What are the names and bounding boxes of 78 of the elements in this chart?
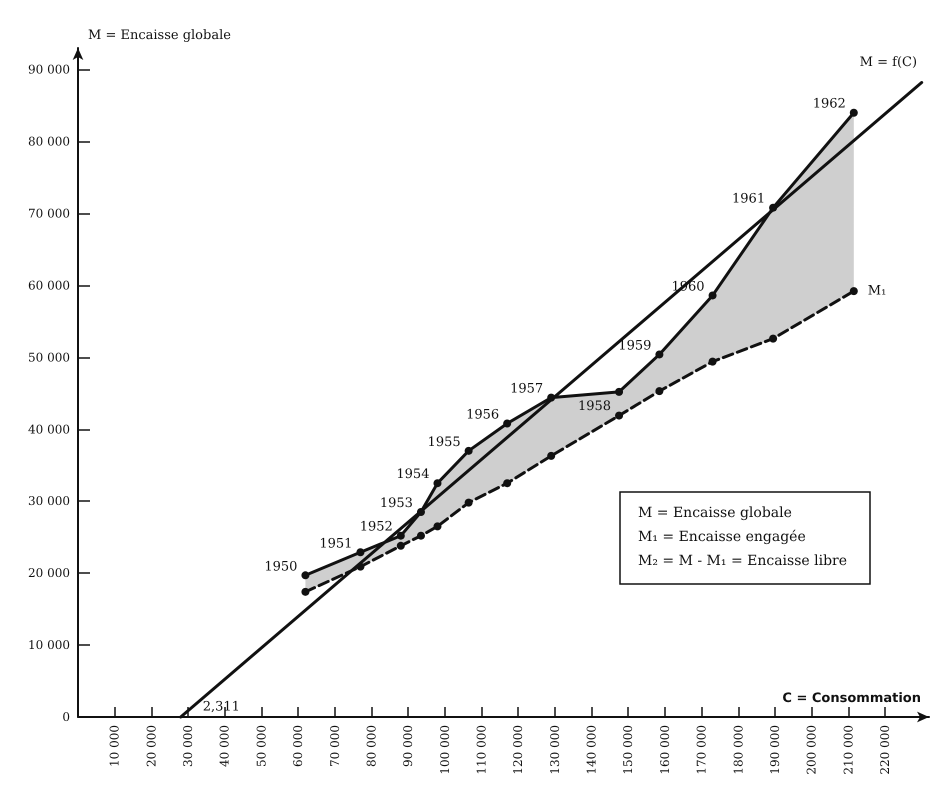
series-label: M₁ bbox=[868, 284, 886, 299]
point bbox=[503, 479, 512, 488]
point bbox=[433, 479, 442, 488]
x-tick-label: 50 000 bbox=[254, 725, 268, 767]
x-tick-label: 60 000 bbox=[291, 725, 306, 767]
annotation: 1961 bbox=[732, 192, 766, 207]
x-tick-label: 210 000 bbox=[841, 725, 856, 775]
point bbox=[615, 388, 624, 396]
annotation: M₂ = M - M₁ = Encaisse libre bbox=[638, 553, 848, 569]
annotation: 1956 bbox=[466, 408, 500, 423]
x-tick-label: 160 000 bbox=[658, 725, 672, 775]
x-tick-label: 100 000 bbox=[438, 725, 452, 775]
y-tick-label: 60 000 bbox=[28, 278, 70, 292]
x-tick-label: 40 000 bbox=[218, 725, 232, 767]
y-tick-label: 70 000 bbox=[28, 206, 70, 220]
annotation: 1959 bbox=[618, 338, 652, 354]
x-axis-title: C = Consommation bbox=[782, 691, 921, 706]
x-tick-label: 150 000 bbox=[621, 725, 636, 775]
x-tick-label: 140 000 bbox=[584, 725, 599, 775]
point bbox=[547, 394, 556, 402]
y-tick-label: 40 000 bbox=[28, 422, 70, 436]
x-tick-label: 220 000 bbox=[878, 725, 892, 775]
point bbox=[708, 291, 717, 300]
point bbox=[356, 562, 364, 571]
annotation: 1953 bbox=[380, 496, 413, 511]
x-tick-label: 130 000 bbox=[548, 725, 562, 775]
x-tick-label: 180 000 bbox=[731, 725, 746, 775]
x-tick-label: 120 000 bbox=[511, 725, 526, 775]
point bbox=[396, 542, 405, 550]
x-tick-label: 170 000 bbox=[694, 725, 709, 775]
point bbox=[433, 522, 442, 530]
x-tick-label: 110 000 bbox=[474, 725, 488, 775]
y-tick-label: 80 000 bbox=[28, 134, 70, 149]
point bbox=[464, 446, 473, 455]
annotation: 1955 bbox=[428, 434, 461, 450]
point bbox=[655, 387, 664, 396]
point bbox=[708, 358, 717, 366]
point bbox=[547, 452, 556, 460]
annotation: 1962 bbox=[812, 96, 846, 112]
y-tick-label: 10 000 bbox=[28, 638, 70, 652]
point bbox=[615, 412, 624, 420]
point bbox=[356, 548, 364, 556]
point bbox=[416, 532, 425, 540]
point bbox=[850, 287, 858, 296]
annotation: 1957 bbox=[510, 382, 544, 397]
point bbox=[850, 108, 858, 117]
x-tick-label: 190 000 bbox=[768, 725, 782, 775]
y-axis-title: M = Encaisse globale bbox=[88, 28, 232, 43]
annotation: 1954 bbox=[396, 467, 430, 482]
point bbox=[396, 532, 405, 540]
series-label: M = f(C) bbox=[860, 55, 918, 70]
point bbox=[464, 498, 473, 507]
point bbox=[769, 334, 778, 343]
point bbox=[416, 508, 425, 516]
y-tick-label: 30 000 bbox=[28, 494, 70, 508]
x-tick-label: 70 000 bbox=[328, 725, 342, 767]
point bbox=[655, 350, 664, 358]
point bbox=[503, 420, 512, 428]
x-tick-label: 90 000 bbox=[401, 725, 416, 767]
x-tick-label: 80 000 bbox=[364, 725, 378, 767]
point bbox=[769, 204, 778, 212]
annotation: 1958 bbox=[578, 398, 612, 414]
x-tick-label: 10 000 bbox=[108, 725, 122, 767]
point bbox=[301, 571, 310, 580]
x-tick-label: 30 000 bbox=[181, 725, 196, 767]
annotation: 1951 bbox=[319, 536, 352, 552]
x-tick-label: 20 000 bbox=[144, 725, 158, 767]
x-tick-label: 200 000 bbox=[804, 725, 819, 775]
point bbox=[301, 588, 310, 596]
annotation: M = Encaisse globale bbox=[638, 505, 792, 521]
annotation: M₁ = Encaisse engagée bbox=[638, 529, 806, 545]
y-tick-label: 0 bbox=[62, 710, 70, 724]
y-tick-label: 50 000 bbox=[28, 350, 70, 364]
annotation: 2,311 bbox=[202, 700, 240, 714]
annotation: 1950 bbox=[264, 559, 298, 574]
y-tick-label: 90 000 bbox=[28, 62, 70, 77]
y-tick-label: 20 000 bbox=[28, 566, 70, 580]
annotation: 1952 bbox=[360, 520, 393, 535]
